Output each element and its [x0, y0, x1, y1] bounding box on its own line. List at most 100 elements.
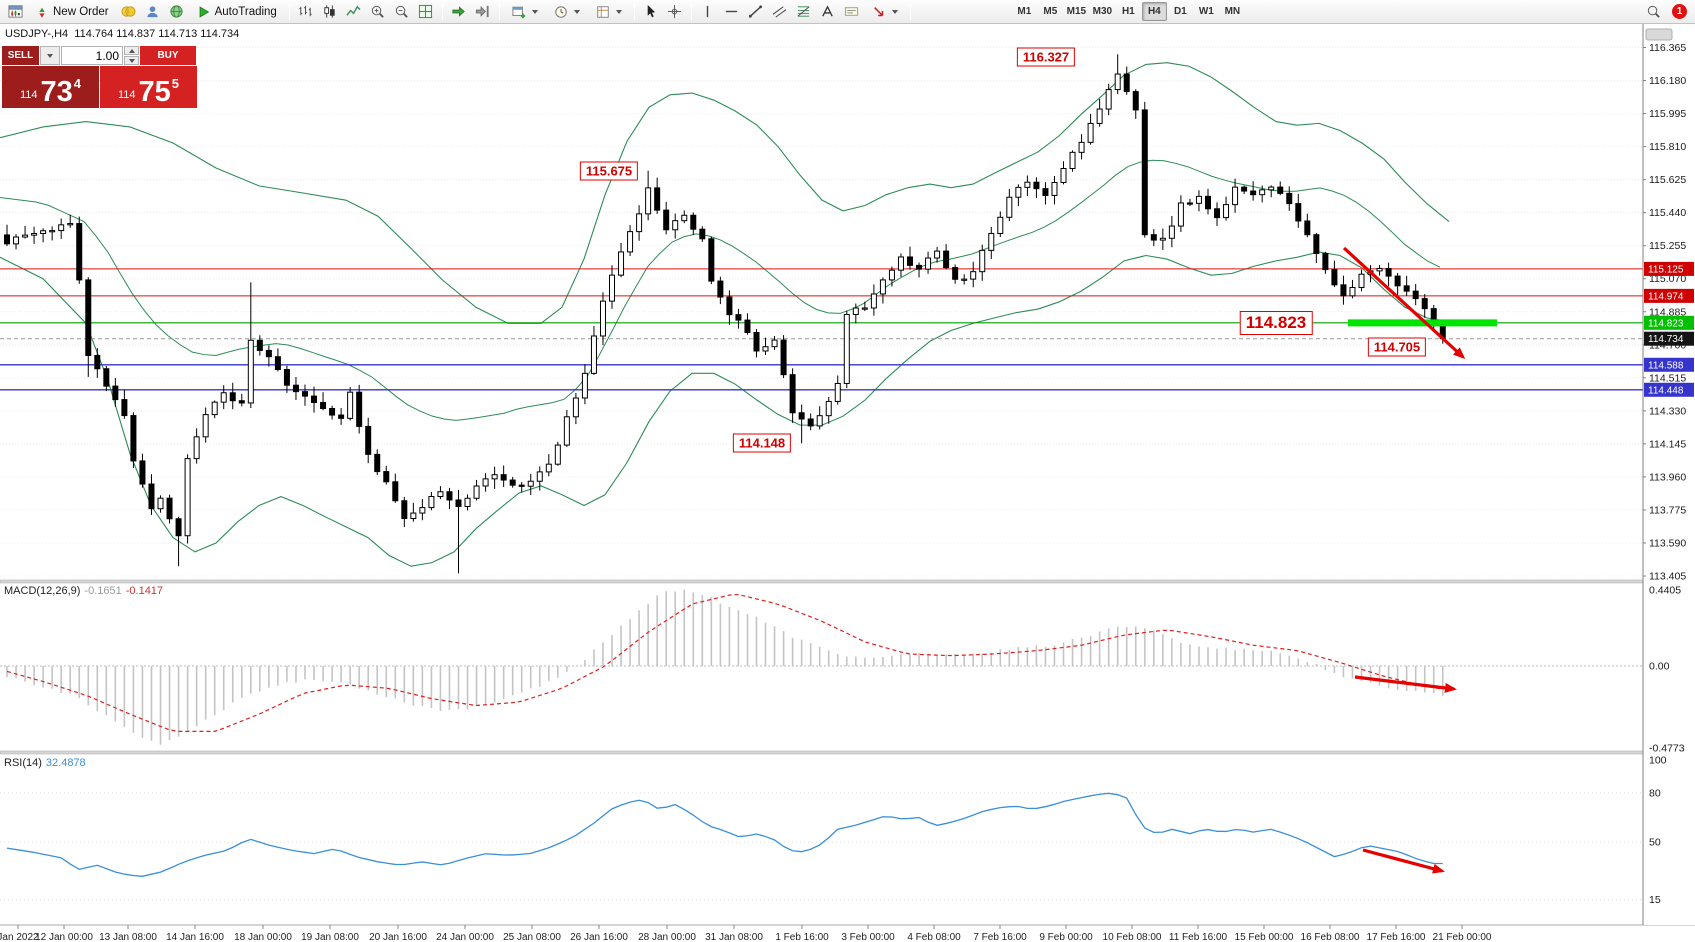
time-axis-label: 3 Feb 00:00: [841, 932, 895, 942]
chart-window-icon[interactable]: [4, 2, 26, 22]
template-button[interactable]: [589, 2, 629, 22]
volume-stepper[interactable]: [124, 46, 139, 65]
rsi-value: 32.4878: [45, 757, 86, 769]
chart-scroll-thumb[interactable]: [1645, 28, 1673, 41]
svg-text:114.823: 114.823: [1648, 318, 1684, 329]
period-button[interactable]: [547, 2, 587, 22]
time-axis-label: 26 Jan 16:00: [570, 932, 628, 942]
fibonacci-icon[interactable]: [793, 2, 815, 22]
svg-text:114.974: 114.974: [1648, 291, 1684, 302]
svg-text:114.734: 114.734: [1648, 334, 1684, 345]
sell-button[interactable]: SELL: [2, 46, 39, 65]
rsi-axis-label: 50: [1649, 837, 1661, 849]
notification-badge[interactable]: 1: [1672, 4, 1687, 19]
vertical-line-icon[interactable]: [697, 2, 719, 22]
toolbar-separator: [909, 3, 911, 20]
arrows-tool-button[interactable]: [865, 2, 905, 22]
timeframe-M15[interactable]: M15: [1064, 2, 1089, 21]
time-axis-label: 21 Feb 00:00: [1433, 932, 1492, 942]
zoom-in-icon[interactable]: [367, 2, 389, 22]
autotrading-button[interactable]: AutoTrading: [190, 2, 284, 22]
time-axis-label: 25 Jan 08:00: [503, 932, 561, 942]
sell-price-big: 73: [40, 76, 73, 109]
price-tag: [1644, 315, 1694, 330]
coins-icon[interactable]: [118, 2, 140, 22]
time-axis-label: 16 Feb 08:00: [1301, 932, 1360, 942]
price-axis-label: 113.960: [1649, 471, 1686, 483]
price-axis-label: 113.775: [1649, 504, 1686, 516]
new-order-icon: [39, 7, 45, 18]
price-axis: 116.365 116.180 115.995 115.810 115.625 115.4…: [1643, 42, 1686, 583]
auto-scroll-icon[interactable]: [448, 2, 470, 22]
zoom-out-icon[interactable]: [391, 2, 413, 22]
order-type-dropdown[interactable]: [40, 46, 60, 65]
trend-arrow[interactable]: [1362, 848, 1445, 874]
price-gridlines: [0, 47, 1643, 577]
globe-icon[interactable]: [166, 2, 188, 22]
crosshair-icon[interactable]: [664, 2, 686, 22]
new-chart-button[interactable]: [505, 2, 545, 22]
search-icon[interactable]: [1642, 2, 1664, 22]
timeframe-D1[interactable]: D1: [1168, 2, 1193, 21]
timeframe-MN[interactable]: MN: [1220, 2, 1245, 21]
clock-icon: [555, 5, 567, 18]
volume-up-button[interactable]: [124, 46, 139, 55]
time-axis-label: 14 Jan 16:00: [166, 932, 224, 942]
trend-arrow[interactable]: [1354, 675, 1457, 693]
time-axis-label: Jan 2022: [0, 932, 39, 942]
text-icon[interactable]: [817, 2, 839, 22]
time-axis-label: 12 Jan 00:00: [35, 932, 93, 942]
candlestick-chart-icon[interactable]: [319, 2, 341, 22]
time-axis-label: 1 Feb 16:00: [775, 932, 829, 942]
volume-down-button[interactable]: [124, 56, 139, 65]
price-tag: [1644, 382, 1694, 397]
rsi-indicator-label: RSI(14) 32.4878: [4, 757, 86, 769]
chart-canvas[interactable]: 116.365 116.180 115.995 115.810 115.625 115.4…: [0, 24, 1695, 942]
sell-price-prefix: 114: [19, 89, 38, 101]
horizontal-line-icon[interactable]: [721, 2, 743, 22]
price-axis-label: 115.440: [1649, 207, 1686, 219]
timeframe-toolbar: M1 M5 M15 M30 H1 H4 D1 W1 MN: [1012, 2, 1245, 21]
chevron-down-icon: [47, 53, 53, 58]
timeframe-M30[interactable]: M30: [1090, 2, 1115, 21]
timeframe-H4[interactable]: H4: [1141, 2, 1167, 21]
toolbar-separator: [441, 3, 443, 20]
chevron-up-icon: [128, 48, 135, 53]
macd-axis-label: 0.00: [1649, 661, 1670, 673]
template-icon: [597, 5, 609, 18]
price-axis-label: 115.625: [1649, 174, 1686, 186]
price-tag: [1644, 288, 1694, 303]
label-icon[interactable]: [841, 2, 863, 22]
buy-price-button[interactable]: 114 75 5: [100, 66, 197, 108]
rsi-name: RSI(14): [4, 757, 42, 769]
sell-price-button[interactable]: 114 73 4: [2, 66, 99, 108]
timeframe-W1[interactable]: W1: [1194, 2, 1219, 21]
chevron-down-icon: [891, 9, 898, 14]
timeframe-M1[interactable]: M1: [1012, 2, 1037, 21]
pane-divider[interactable]: [0, 579, 1695, 584]
pane-divider[interactable]: [0, 750, 1695, 755]
new-order-button[interactable]: New Order: [28, 2, 116, 22]
chart-shift-icon[interactable]: [472, 2, 494, 22]
timeframe-H1[interactable]: H1: [1116, 2, 1141, 21]
profile-icon[interactable]: [142, 2, 164, 22]
macd-name: MACD(12,26,9): [4, 585, 81, 597]
buy-button[interactable]: BUY: [140, 46, 196, 65]
toolbar-separator: [633, 3, 635, 20]
macd-axis-label: 0.4405: [1649, 585, 1681, 597]
price-axis-label: 115.995: [1649, 108, 1686, 120]
line-chart-icon[interactable]: [343, 2, 365, 22]
bollinger-lower-band: [0, 251, 1450, 567]
volume-input[interactable]: [61, 46, 123, 65]
time-axis-label: 31 Jan 08:00: [705, 932, 763, 942]
trend-arrow[interactable]: [1342, 246, 1466, 360]
tile-windows-icon[interactable]: [415, 2, 437, 22]
timeframe-M5[interactable]: M5: [1038, 2, 1063, 21]
trendline-icon[interactable]: [745, 2, 767, 22]
channel-icon[interactable]: [769, 2, 791, 22]
candles-layer: [4, 54, 1446, 574]
bar-chart-icon[interactable]: [295, 2, 317, 22]
time-axis-label: 18 Jan 00:00: [234, 932, 292, 942]
cursor-icon[interactable]: [640, 2, 662, 22]
